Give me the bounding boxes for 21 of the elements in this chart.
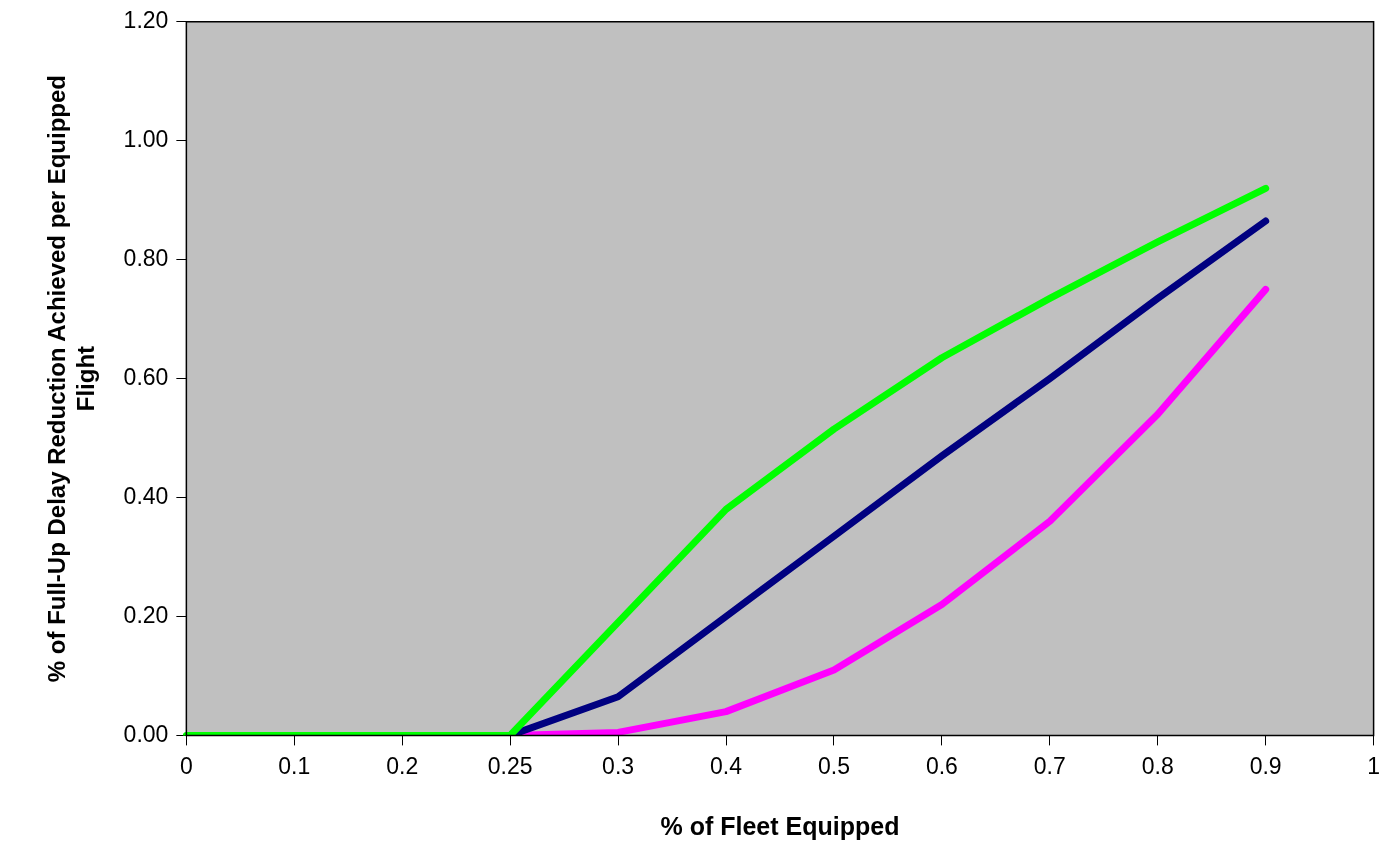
y-tick-label: 1.00 (123, 126, 169, 153)
x-tick-label: 0.6 (925, 752, 958, 779)
x-tick-label: 0 (179, 752, 193, 779)
x-tick-label: 0.4 (710, 752, 743, 779)
x-tick-label: 0.3 (602, 752, 635, 779)
x-tick-label: 0.7 (1033, 752, 1066, 779)
y-axis-title: % of Full-Up Delay Reduction Achieved per Equipped Flight (43, 75, 99, 683)
x-tick-label: 0.25 (487, 752, 533, 779)
y-tick-label: 0.20 (123, 601, 169, 628)
y-tick-label: 1.20 (123, 7, 169, 34)
y-tick-label: 0.00 (123, 720, 169, 747)
x-tick-label: 1 (1367, 752, 1380, 779)
y-tick-label: 0.60 (123, 363, 169, 390)
x-tick-label: 0.2 (386, 752, 419, 779)
x-axis-title: % of Fleet Equipped (660, 811, 900, 840)
y-tick-label: 0.80 (123, 245, 169, 272)
x-tick-label: 0.5 (817, 752, 850, 779)
x-tick-label: 0.9 (1249, 752, 1282, 779)
y-tick-label: 0.40 (123, 482, 169, 509)
x-tick-label: 0.8 (1141, 752, 1174, 779)
x-tick-label: 0.1 (278, 752, 311, 779)
